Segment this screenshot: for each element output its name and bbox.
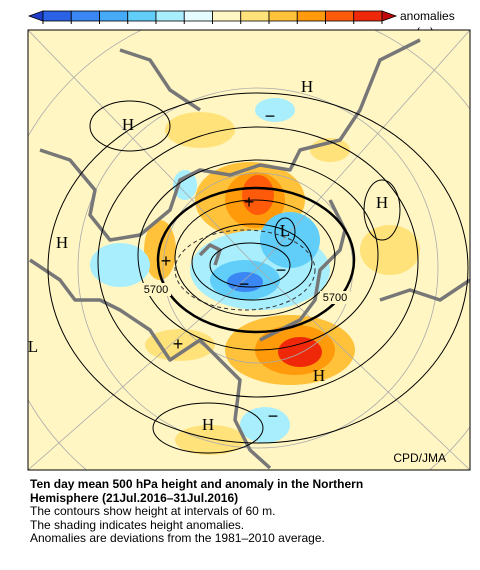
- height-contours: [47, 92, 469, 454]
- anomaly-contour: [174, 229, 316, 311]
- colorbar-segment: [99, 10, 129, 22]
- map-label: L: [280, 221, 290, 240]
- map-label: −: [268, 406, 279, 426]
- contour-5700: [156, 186, 356, 334]
- colorbar-arrow: [381, 10, 398, 22]
- colorbar-segment: [70, 10, 100, 22]
- colorbar-title: anomalies: [400, 9, 455, 23]
- map-label: H: [301, 77, 313, 96]
- colorbar-segment: [240, 10, 270, 22]
- contour-label: 5700: [323, 292, 347, 304]
- colorbar-segment: [155, 10, 185, 22]
- colorbar-segment: [325, 10, 355, 22]
- map: H H H H H H L L + + + − − − − 5700 5700 …: [28, 30, 470, 470]
- map-label: L: [28, 337, 38, 356]
- map-label: H: [376, 193, 388, 212]
- caption-line: The shading indicates height anomalies.: [30, 517, 245, 532]
- map-label: H: [202, 415, 214, 434]
- colorbar-segment: [268, 10, 298, 22]
- map-label: +: [161, 251, 172, 271]
- label-bg: [141, 283, 171, 296]
- map-label: −: [276, 260, 287, 280]
- caption: Ten day mean 500 hPa height and anomaly …: [30, 477, 470, 546]
- coastlines: [29, 38, 470, 470]
- label-bg: [320, 291, 350, 304]
- colorbar-segment: [127, 10, 157, 22]
- credit: CPD/JMA: [393, 451, 446, 465]
- caption-line: Anomalies are deviations from the 1981–2…: [30, 531, 325, 545]
- colorbar-arrow: [27, 10, 44, 22]
- colorbar-segment: [42, 10, 72, 22]
- figure: −180−150−120−90−60−300306090120150180 an…: [27, 9, 471, 471]
- caption-title: Ten day mean 500 hPa height and anomaly …: [30, 477, 364, 491]
- graticule: [28, 30, 470, 470]
- map-label: H: [56, 233, 68, 252]
- map-label: H: [313, 366, 325, 385]
- map-label: −: [265, 106, 276, 126]
- contour-label: 5700: [144, 284, 168, 296]
- caption-line: The contours show height at intervals of…: [30, 504, 276, 518]
- map-label: H: [122, 115, 134, 134]
- caption-title: Hemisphere (21Jul.2016–31Jul.2016): [30, 490, 239, 505]
- colorbar-segment: [296, 10, 326, 22]
- map-label: −: [239, 274, 250, 294]
- map-frame: [27, 29, 471, 471]
- anomaly-shading: [90, 98, 420, 455]
- colorbar-segment: [183, 10, 213, 22]
- map-label: +: [244, 192, 255, 212]
- colorbar-segment: [353, 10, 383, 22]
- colorbar-segment: [212, 10, 242, 22]
- map-label: +: [173, 334, 184, 354]
